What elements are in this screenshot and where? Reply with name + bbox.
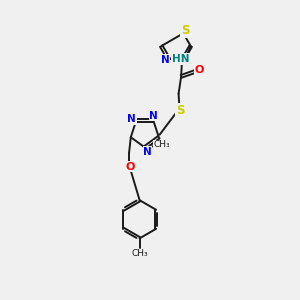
Text: S: S: [181, 24, 189, 37]
Text: N: N: [182, 54, 191, 64]
Text: S: S: [176, 104, 184, 117]
Text: HN: HN: [172, 54, 189, 64]
Text: N: N: [149, 111, 158, 121]
Text: N: N: [128, 114, 136, 124]
Text: N: N: [161, 55, 170, 65]
Text: O: O: [195, 65, 204, 75]
Text: N: N: [143, 147, 152, 157]
Text: CH₃: CH₃: [154, 140, 170, 149]
Text: O: O: [125, 162, 135, 172]
Text: CH₃: CH₃: [131, 249, 148, 258]
